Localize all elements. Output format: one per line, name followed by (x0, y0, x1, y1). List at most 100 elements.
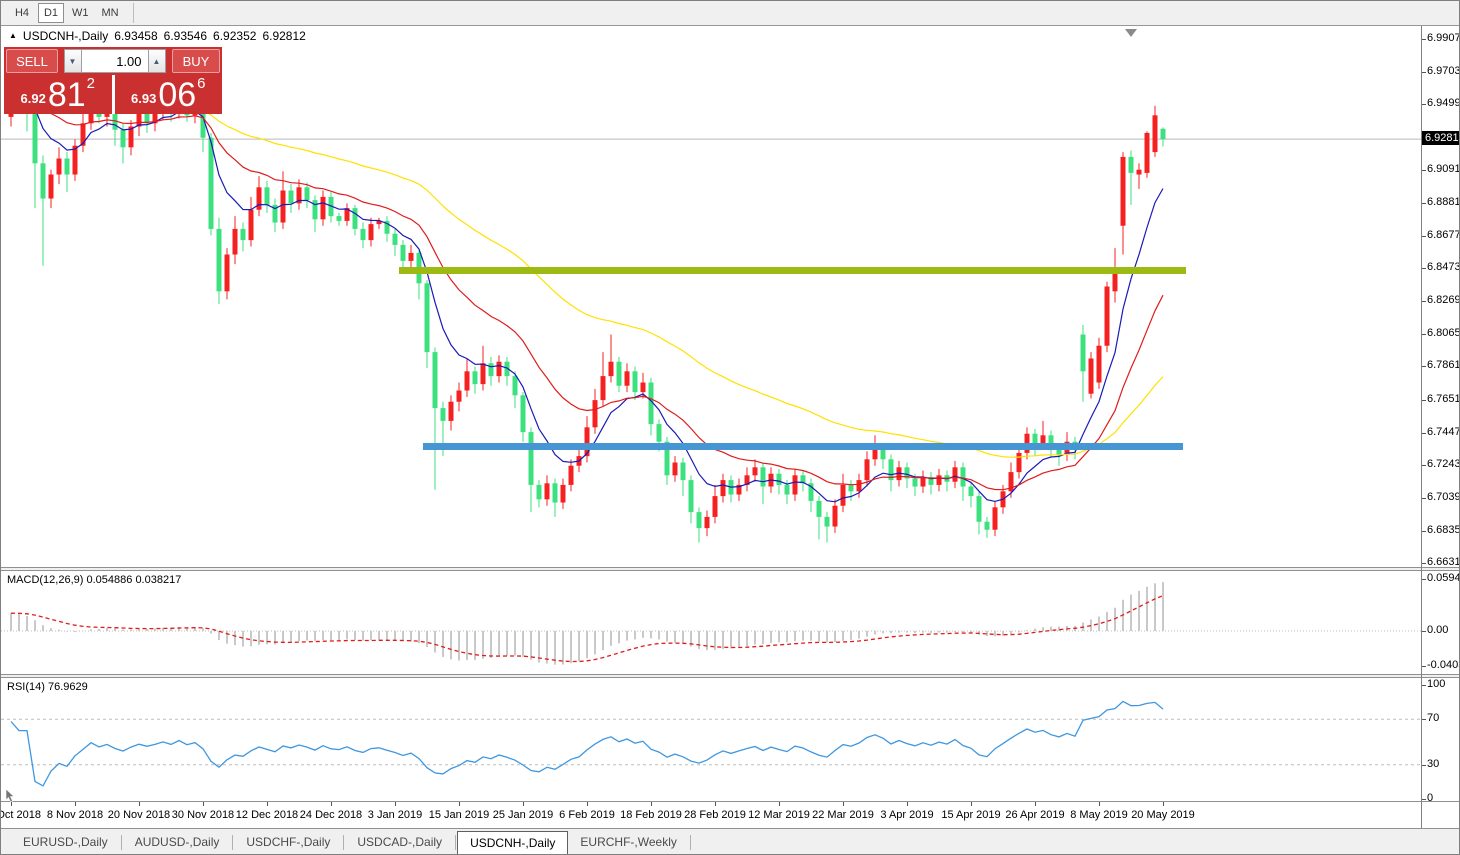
candle-body (440, 408, 446, 421)
date-axis-label: 12 Dec 2018 (235, 809, 299, 821)
macd-axis-label: -0.040371 (1422, 659, 1459, 671)
candle-body (648, 382, 654, 425)
chart-shift-marker-icon (1125, 29, 1137, 37)
price-axis-label: 6.80650 (1422, 327, 1459, 339)
bar-low-value: 6.92352 (213, 29, 257, 43)
date-axis-label: 22 Mar 2019 (812, 809, 874, 821)
macd-axis-label: 0.059422 (1422, 572, 1459, 584)
candle-body (824, 516, 830, 527)
price-axis-label: 6.76510 (1422, 393, 1459, 405)
candle-body (872, 448, 878, 460)
pane-separator[interactable] (1, 567, 1459, 571)
candle-body (1104, 286, 1110, 346)
timeframe-mn-button[interactable]: MN (101, 7, 119, 19)
candle-body (1088, 358, 1094, 394)
candle-body (360, 228, 366, 241)
candle-body (32, 110, 38, 164)
candle-body (672, 462, 678, 476)
pane-separator[interactable] (1, 674, 1459, 678)
candle-body (560, 484, 566, 503)
buy-price-display[interactable]: 6.93 06 6 (114, 75, 222, 114)
date-axis-tick (651, 802, 652, 806)
candle-body (512, 376, 518, 396)
price-axis-label: 6.97030 (1422, 65, 1459, 77)
candle-body (544, 483, 550, 500)
collapse-panel-icon[interactable]: ▲ (9, 31, 17, 40)
volume-input[interactable] (81, 49, 148, 73)
volume-decrease-button[interactable]: ▼ (63, 49, 82, 73)
candle-body (232, 228, 238, 255)
buy-button[interactable]: BUY (172, 49, 220, 73)
candle-body (288, 190, 294, 204)
date-axis-tick (1163, 802, 1164, 806)
candle-body (720, 480, 726, 497)
tab-audusd-daily[interactable]: AUDUSD-,Daily (134, 835, 220, 849)
sell-button[interactable]: SELL (6, 49, 58, 73)
tab-usdchf-daily[interactable]: USDCHF-,Daily (246, 835, 331, 849)
tab-separator (455, 835, 457, 850)
candle-body (1120, 156, 1126, 226)
candle-body (936, 475, 942, 485)
macd-axis: 0.059422 0.00 -0.040371 (1421, 571, 1459, 674)
candle-body (128, 126, 134, 148)
tab-eurusd-daily[interactable]: EURUSD-,Daily (23, 835, 108, 849)
volume-increase-button[interactable]: ▲ (147, 49, 166, 73)
candle-body (56, 158, 62, 175)
candle-body (272, 204, 278, 223)
candle-body (656, 424, 662, 442)
fast-ma-line (10, 87, 1164, 503)
candle-body (1016, 452, 1022, 473)
date-axis-tick (1035, 802, 1036, 806)
candle-body (1040, 435, 1046, 444)
date-axis-label: 8 May 2019 (1070, 809, 1128, 821)
candle-body (616, 361, 622, 386)
medium-ma-line (10, 89, 1164, 491)
candle-body (368, 224, 374, 241)
date-axis-label: 24 Dec 2018 (299, 809, 363, 821)
candle-body (1008, 472, 1014, 492)
candle-body (1160, 128, 1166, 140)
price-axis-label: 6.84730 (1422, 261, 1459, 273)
candle-body (64, 158, 70, 175)
candle-body (816, 500, 822, 517)
candle-body (568, 465, 574, 485)
candle-body (664, 441, 670, 476)
candle-body (336, 216, 342, 221)
timeframe-w1-button[interactable]: W1 (72, 7, 89, 19)
timeframe-d1-button[interactable]: D1 (38, 3, 64, 23)
sell-price-display[interactable]: 6.92 81 2 (4, 75, 112, 114)
candle-body (608, 361, 614, 377)
date-axis-tick (843, 802, 844, 806)
rsi-axis: 100 70 30 0 (1421, 678, 1459, 804)
candle-body (1144, 132, 1150, 173)
price-axis-label: 6.90910 (1422, 163, 1459, 175)
candle-body (72, 145, 78, 175)
candle-body (992, 507, 998, 530)
candle-body (928, 476, 934, 485)
candle-body (40, 163, 46, 199)
candle-body (216, 228, 222, 292)
candle-body (960, 467, 966, 487)
candle-body (280, 190, 286, 223)
candle-body (904, 467, 910, 479)
candle-body (144, 110, 150, 124)
tab-separator (689, 835, 691, 850)
candle-body (632, 371, 638, 393)
timeframe-h4-button[interactable]: H4 (14, 7, 30, 19)
trade-prices-row: 6.92 81 2 6.93 06 6 (4, 75, 222, 114)
candle-body (448, 401, 454, 421)
tab-eurchf-weekly[interactable]: EURCHF-,Weekly (580, 835, 677, 849)
candle-body (384, 220, 390, 234)
buy-price-base: 6.93 (131, 91, 157, 106)
tab-usdcad-daily[interactable]: USDCAD-,Daily (357, 835, 443, 849)
tab-usdcnh-daily[interactable]: USDCNH-,Daily (457, 830, 569, 854)
price-axis-label: 6.70390 (1422, 491, 1459, 503)
main-price-chart[interactable] (1, 26, 1421, 567)
candle-body (344, 208, 350, 221)
candle-body (744, 475, 750, 485)
candle-body (976, 496, 982, 522)
candle-body (792, 475, 798, 495)
candle-body (840, 484, 846, 506)
rsi-axis-label: 100 (1421, 678, 1446, 690)
price-axis-label: 6.78610 (1422, 359, 1459, 371)
